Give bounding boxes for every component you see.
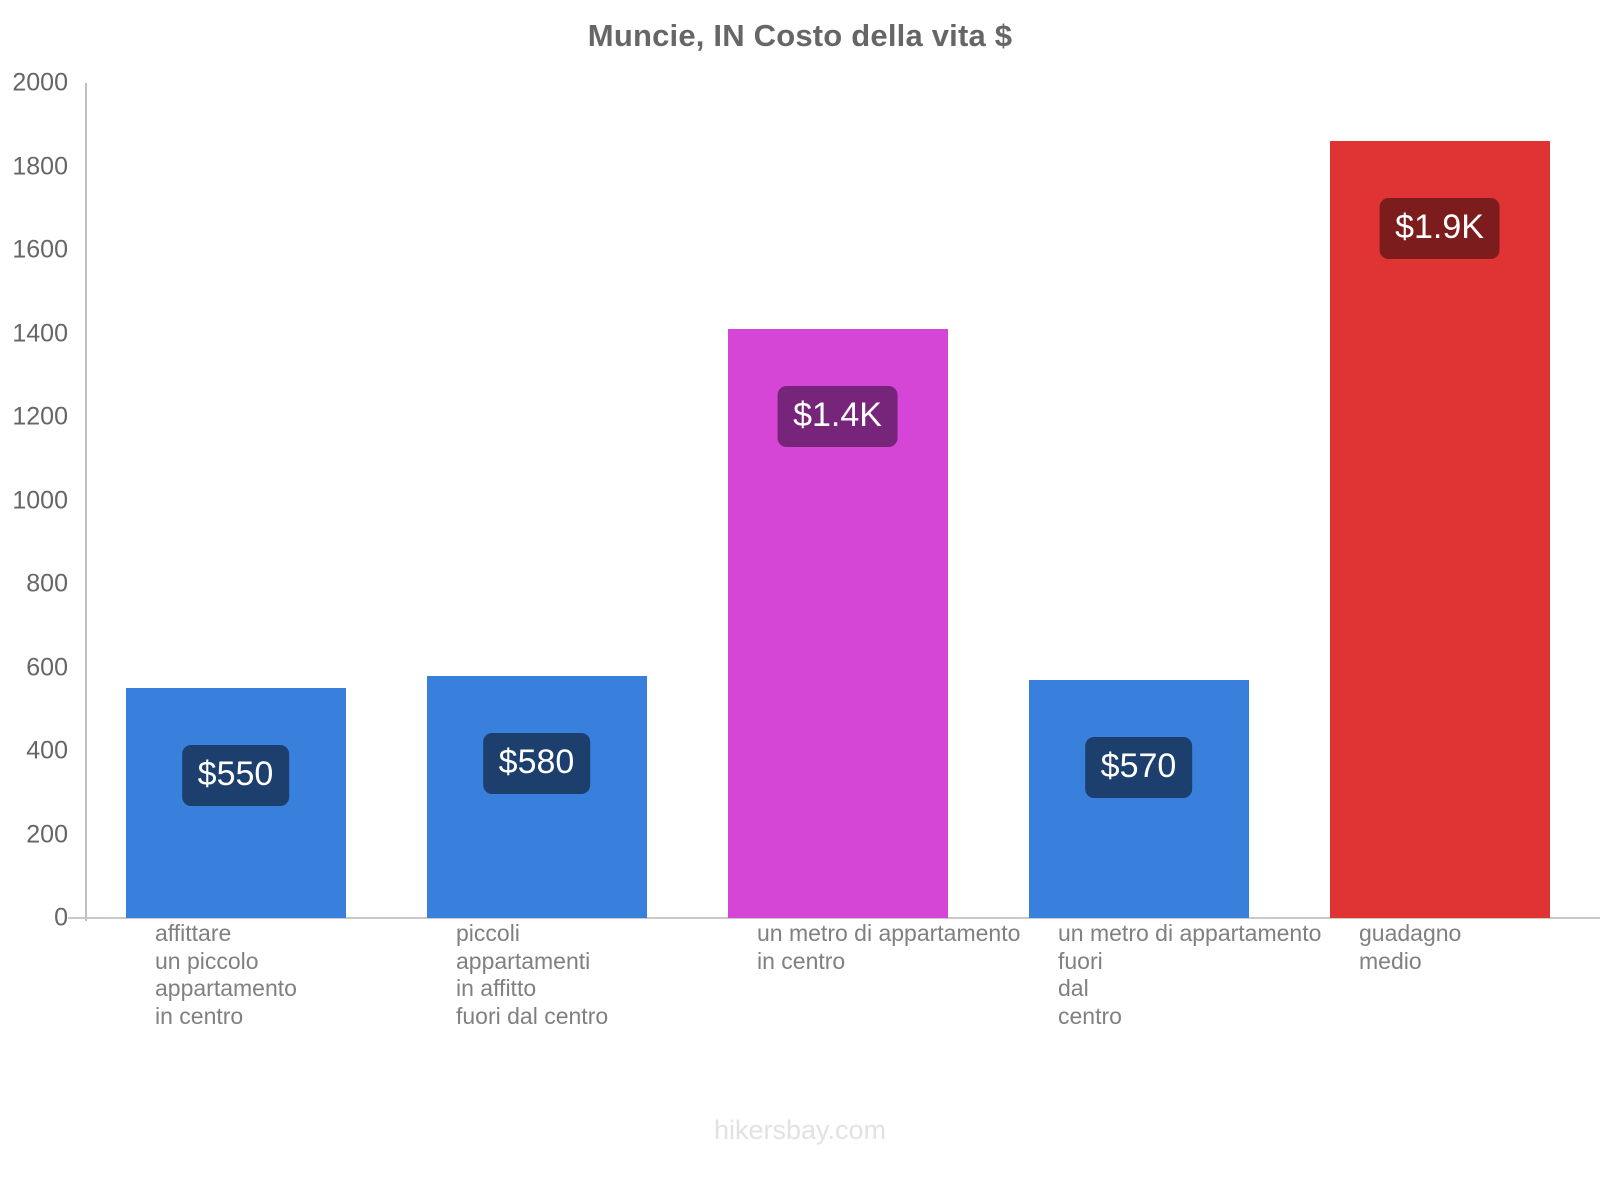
bar-group: $1.9K (1329, 83, 1550, 918)
bar-group: $580 (426, 83, 647, 918)
x-axis-category-label: un metro di appartamento fuori dal centr… (1058, 920, 1322, 1029)
bar-value-label: $1.9K (1379, 198, 1500, 260)
bar-group: $550 (125, 83, 346, 918)
y-axis-tick-label: 200 (26, 820, 68, 848)
bar[interactable] (426, 675, 647, 918)
x-axis-category-label: guadagno medio (1359, 920, 1462, 974)
x-axis-category-label: un metro di appartamento in centro (757, 920, 1021, 974)
bar-group: $1.4K (727, 83, 948, 918)
footer-watermark: hikersbay.com (713, 1115, 887, 1145)
y-axis-tick-label: 1200 (12, 402, 68, 431)
bar-value-label: $580 (482, 732, 591, 794)
y-axis-tick-label: 600 (26, 653, 68, 681)
chart-title: Muncie, IN Costo della vita $ (587, 18, 1013, 53)
y-axis-tick-label: 0 (54, 903, 68, 932)
y-axis-tick-label: 1000 (12, 486, 68, 514)
bar-value-label: $570 (1084, 737, 1193, 799)
bar-value-label: $1.4K (777, 386, 898, 448)
y-axis-tick-label: 2000 (12, 68, 68, 97)
y-axis-tick-label: 1400 (12, 319, 68, 347)
bar[interactable] (1028, 680, 1249, 918)
y-axis-tick-labels: 2000 1800 1600 1400 1200 1000 800 600 400 200 0 (0, 0, 70, 1200)
x-axis-line (68, 917, 1600, 919)
bar[interactable] (1329, 141, 1550, 918)
x-axis-category-label: piccoli appartamenti in affitto fuori da… (456, 920, 609, 1029)
x-axis-category-label: affittare un piccolo appartamento in cen… (155, 920, 297, 1029)
y-axis-line (85, 83, 87, 921)
y-axis-tick-label: 1800 (12, 152, 68, 180)
bar-value-label: $550 (181, 745, 290, 807)
y-axis-tick-label: 400 (26, 736, 68, 765)
y-axis-tick-label: 1600 (12, 235, 68, 264)
y-axis-tick-label: 800 (26, 569, 68, 598)
bar-group: $570 (1028, 83, 1249, 918)
